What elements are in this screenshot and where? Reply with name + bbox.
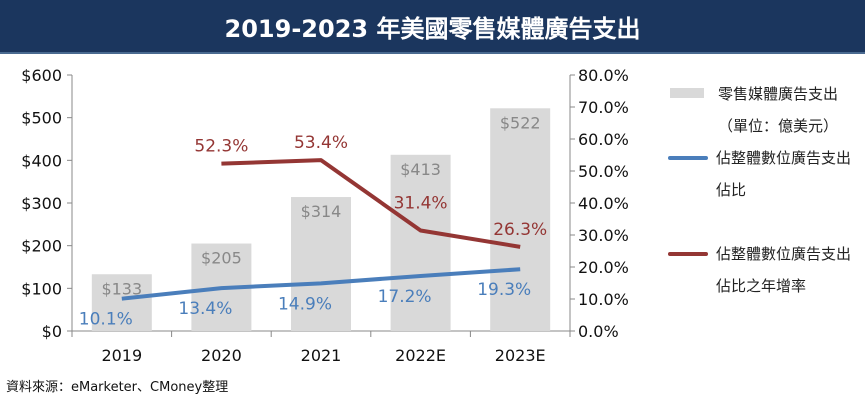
left-tick-label: $100 bbox=[21, 279, 62, 298]
legend-label: 佔整體數位廣告支出佔比 bbox=[716, 149, 852, 199]
bar-data-label: $205 bbox=[201, 249, 242, 268]
bar bbox=[91, 274, 152, 331]
legend-label: 佔整體數位廣告支出佔比之年增率 bbox=[716, 245, 852, 295]
source-note: 資料來源：eMarketer、CMoney整理 bbox=[6, 380, 229, 395]
left-tick-label: $400 bbox=[21, 151, 62, 170]
x-tick-label: 2020 bbox=[201, 346, 242, 365]
bar-data-label: $133 bbox=[101, 279, 142, 298]
right-tick-label: 30.0% bbox=[578, 226, 629, 245]
left-tick-label: $600 bbox=[21, 66, 62, 85]
x-tick-label: 2021 bbox=[301, 346, 342, 365]
left-tick-label: $500 bbox=[21, 109, 62, 128]
bar-data-label: $522 bbox=[500, 113, 541, 132]
share-data-label: 13.4% bbox=[178, 299, 232, 319]
left-tick-label: $300 bbox=[21, 194, 62, 213]
right-tick-label: 20.0% bbox=[578, 258, 629, 277]
left-tick-label: $200 bbox=[21, 237, 62, 256]
growth-data-label: 52.3% bbox=[194, 137, 248, 157]
right-tick-label: 70.0% bbox=[578, 98, 629, 117]
growth-data-label: 26.3% bbox=[493, 220, 547, 240]
share-data-label: 14.9% bbox=[278, 294, 332, 314]
legend-item-bar: 零售媒體廣告支出（單位：億美元） bbox=[668, 78, 858, 142]
legend-item-growth: 佔整體數位廣告支出佔比之年增率 bbox=[668, 238, 858, 302]
share-line bbox=[121, 267, 521, 301]
growth-data-label: 53.4% bbox=[294, 133, 348, 153]
bar-data-label: $413 bbox=[400, 160, 441, 179]
bar-data-label: $314 bbox=[301, 202, 342, 221]
x-tick-label: 2022E bbox=[395, 346, 446, 365]
share-data-label: 10.1% bbox=[79, 310, 133, 330]
x-tick-label: 2019 bbox=[101, 346, 142, 365]
x-tick-label: 2023E bbox=[495, 346, 546, 365]
growth-line bbox=[221, 158, 521, 249]
chart-title: 2019-2023 年美國零售媒體廣告支出 bbox=[0, 0, 865, 54]
bar bbox=[490, 108, 551, 331]
legend-item-share: 佔整體數位廣告支出佔比 bbox=[668, 142, 858, 206]
right-tick-label: 80.0% bbox=[578, 66, 629, 85]
legend-label: 零售媒體廣告支出（單位：億美元） bbox=[718, 85, 839, 135]
legend-swatch-growth bbox=[668, 252, 708, 256]
legend-swatch-share bbox=[668, 156, 708, 160]
left-tick-label: $0 bbox=[42, 322, 62, 341]
right-tick-label: 50.0% bbox=[578, 162, 629, 181]
bar bbox=[291, 197, 351, 331]
legend: 零售媒體廣告支出（單位：億美元） 佔整體數位廣告支出佔比 佔整體數位廣告支出佔比… bbox=[668, 78, 858, 302]
growth-data-label: 31.4% bbox=[394, 194, 448, 214]
bar bbox=[390, 154, 451, 331]
right-tick-label: 0.0% bbox=[578, 322, 619, 341]
right-tick-label: 60.0% bbox=[578, 130, 629, 149]
right-tick-label: 10.0% bbox=[578, 290, 629, 309]
share-data-label: 17.2% bbox=[378, 287, 432, 307]
share-data-label: 19.3% bbox=[477, 280, 531, 300]
legend-swatch-bar bbox=[670, 88, 704, 98]
right-tick-label: 40.0% bbox=[578, 194, 629, 213]
